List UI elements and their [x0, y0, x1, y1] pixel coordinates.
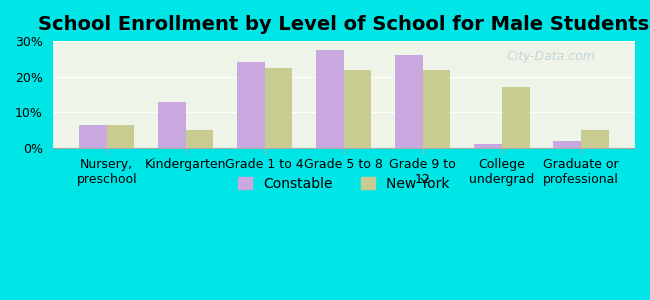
Bar [79, 125, 107, 148]
Bar [158, 102, 186, 148]
Bar [502, 87, 530, 148]
Bar [265, 68, 292, 148]
Legend: Constable, New York: Constable, New York [233, 171, 455, 196]
Bar [422, 70, 450, 148]
Title: School Enrollment by Level of School for Male Students: School Enrollment by Level of School for… [38, 15, 649, 34]
Bar [344, 70, 371, 148]
Bar [581, 130, 608, 148]
Bar [553, 141, 581, 148]
Bar [237, 62, 265, 148]
Bar [186, 130, 213, 148]
Bar [395, 55, 422, 148]
Bar [107, 125, 135, 148]
Bar [474, 144, 502, 148]
Text: City-Data.com: City-Data.com [507, 50, 596, 63]
Bar [316, 50, 344, 148]
